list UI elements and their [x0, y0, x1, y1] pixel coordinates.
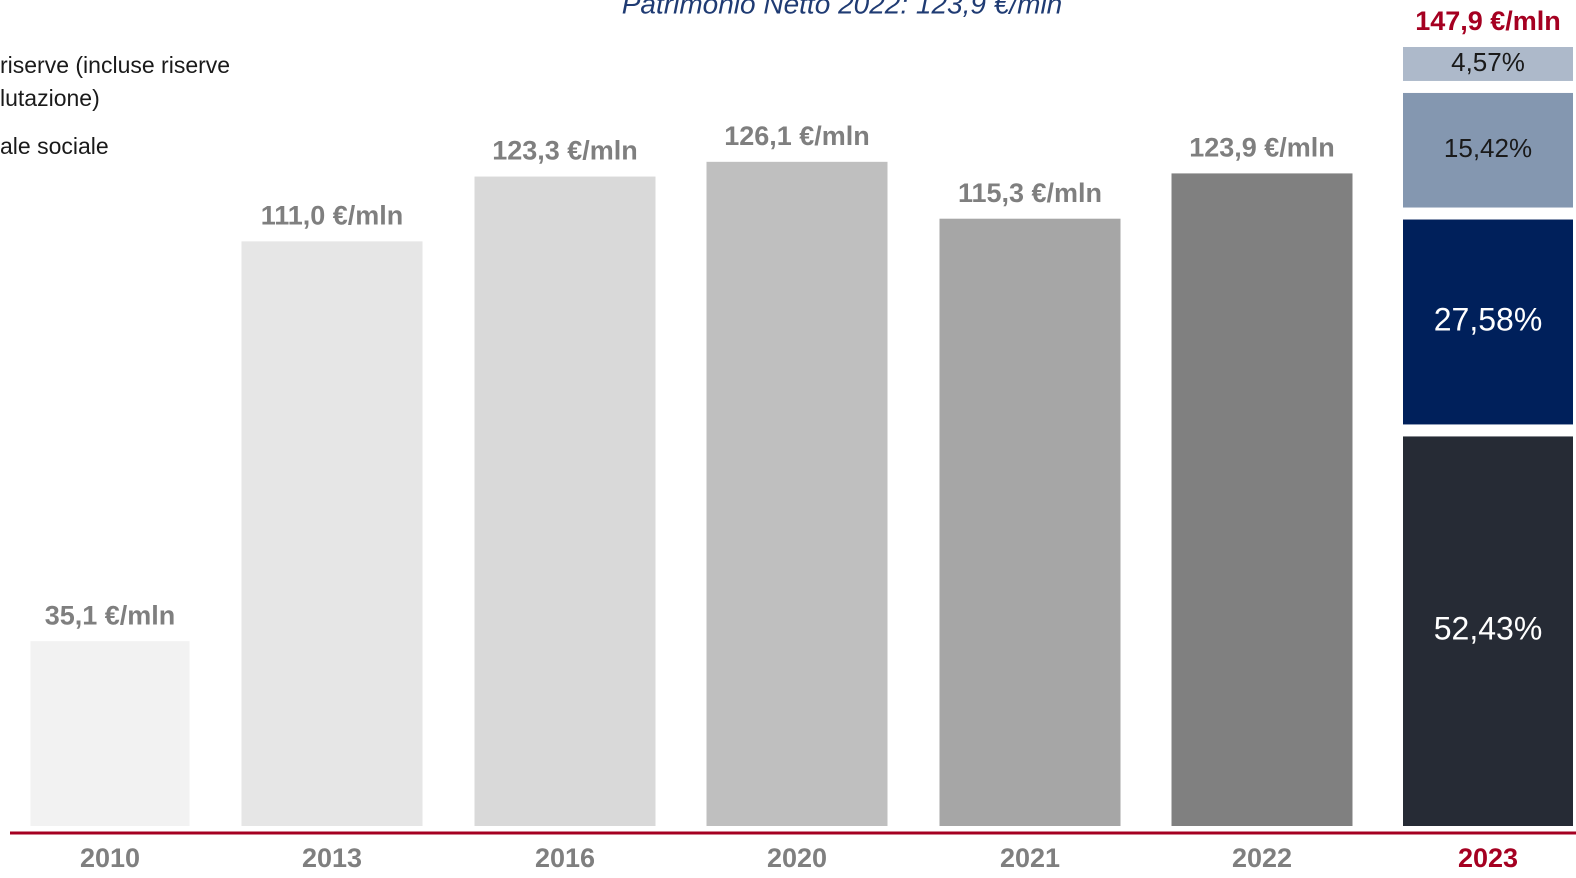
value-label: 147,9 €/mln: [1415, 6, 1561, 36]
x-tick-label: 2023: [1458, 843, 1518, 873]
value-label: 126,1 €/mln: [724, 121, 870, 151]
legend-label: ale sociale: [0, 133, 109, 159]
x-tick-label: 2022: [1232, 843, 1292, 873]
x-tick-label: 2016: [535, 843, 595, 873]
value-label: 123,3 €/mln: [492, 136, 638, 166]
x-tick-label: 2020: [767, 843, 827, 873]
value-label: 123,9 €/mln: [1189, 133, 1335, 163]
stacked-bar: [1403, 47, 1573, 826]
bar-segment: [1403, 47, 1573, 81]
bar-segment: [1403, 219, 1573, 425]
segment-label: 52,43%: [1434, 611, 1543, 647]
bar: [30, 641, 190, 826]
bar: [939, 218, 1121, 827]
bar: [1171, 173, 1353, 826]
bar: [474, 176, 656, 827]
bar: [706, 161, 888, 827]
x-tick-label: 2013: [302, 843, 362, 873]
bar-segment: [1403, 92, 1573, 208]
bar-segment: [1403, 436, 1573, 826]
value-label: 35,1 €/mln: [45, 600, 176, 630]
x-tick-label: 2021: [1000, 843, 1060, 873]
value-label: 115,3 €/mln: [958, 178, 1102, 208]
x-tick-label: 2010: [80, 843, 140, 873]
bar: [241, 241, 423, 826]
value-label: 111,0 €/mln: [261, 200, 404, 230]
chart-title: Patrimonio Netto 2022: 123,9 €/mln: [622, 0, 1062, 19]
segment-label: 15,42%: [1444, 133, 1532, 163]
legend-label: riserve (incluse riserve: [0, 52, 230, 78]
legend-label: lutazione): [0, 85, 100, 111]
segment-label: 27,58%: [1434, 301, 1543, 337]
segment-label: 4,57%: [1451, 47, 1525, 77]
